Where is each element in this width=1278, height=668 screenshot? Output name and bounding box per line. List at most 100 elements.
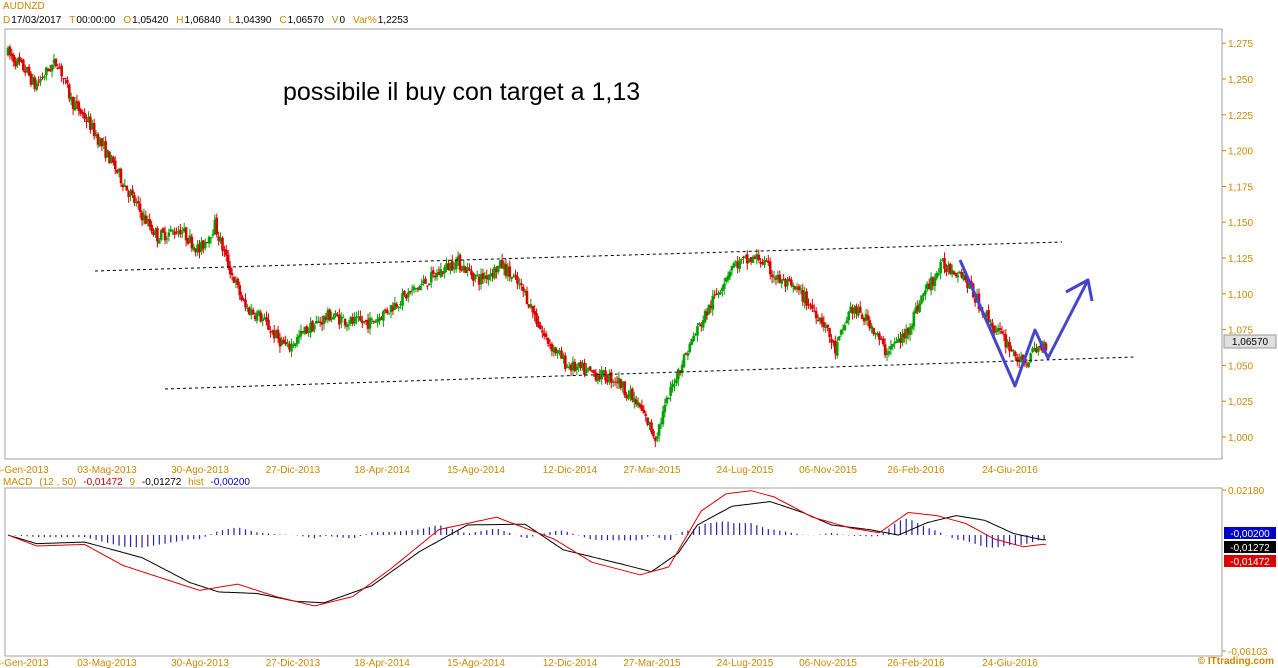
candle-body [690, 339, 694, 345]
candle-body [523, 290, 527, 293]
candle-body [711, 296, 715, 310]
candle-body [847, 311, 851, 321]
macd-signal-line [7, 501, 1046, 604]
candle-body [251, 309, 255, 315]
candle-body [669, 386, 672, 396]
candle-body [83, 113, 86, 120]
candle-body [818, 317, 822, 322]
candle-body [324, 317, 328, 320]
candle-body [211, 234, 215, 236]
candle-body [973, 298, 977, 303]
candle-body [881, 338, 885, 344]
candle-body [336, 314, 339, 316]
candle-body [110, 155, 113, 163]
candle-body [179, 229, 182, 235]
candle-body [225, 250, 228, 256]
ohlc-value: 17/03/2017 [11, 15, 62, 26]
candle-body [701, 320, 705, 328]
candle-body [290, 343, 293, 352]
candle-body [307, 330, 310, 333]
candle-body [730, 265, 734, 271]
candle-body [270, 331, 274, 333]
macd-tag-signal: -0,01272 [1230, 543, 1270, 554]
candle-body [35, 83, 39, 90]
candle-body [1004, 334, 1008, 348]
candle-body [667, 397, 671, 400]
candle-body [399, 304, 402, 306]
candle-body [479, 274, 483, 284]
candle-body [533, 310, 536, 315]
candle-body [385, 310, 389, 313]
candle-body [288, 343, 291, 350]
candle-body [215, 217, 219, 235]
candle-body [64, 77, 67, 79]
candle-body [364, 319, 368, 322]
candle-body [571, 361, 575, 370]
ohlc-value: 00:00:00 [76, 15, 116, 26]
candle-body [759, 261, 762, 264]
candle-body [156, 228, 159, 242]
candle-body [585, 368, 588, 373]
candle-body [989, 320, 992, 322]
candle-body [150, 224, 153, 232]
candle-body [966, 279, 969, 288]
candle-body [75, 101, 79, 103]
candle-body [1019, 356, 1023, 362]
candle-body [180, 232, 184, 234]
candle-body [1035, 348, 1038, 353]
candle-body [355, 316, 358, 319]
candle-body [866, 315, 870, 321]
candle-body [236, 278, 240, 285]
candle-body [232, 277, 236, 283]
candle-body [483, 275, 487, 279]
candle-body [937, 273, 941, 275]
candle-body [929, 277, 933, 291]
candle-body [885, 353, 889, 356]
ohlc-key: T [69, 15, 76, 26]
candle-body [186, 238, 190, 244]
candle-body [261, 319, 265, 322]
candle-body [267, 319, 270, 330]
candle-body [606, 379, 609, 383]
candle-body [426, 285, 429, 287]
candle-body [948, 263, 952, 274]
candle-body [468, 269, 471, 271]
ohlc-value: 1,2253 [377, 15, 409, 26]
chart-annotation: possibile il buy con target a 1,13 [283, 78, 640, 106]
candle-body [286, 342, 289, 344]
date-tick-label: 18-Apr-2014 [354, 658, 410, 668]
candle-body [600, 370, 603, 380]
candle-body [832, 340, 835, 343]
candle-body [935, 273, 939, 279]
candle-body [163, 231, 167, 241]
candle-body [127, 191, 130, 197]
candle-body [1037, 346, 1040, 352]
candle-body [119, 168, 123, 184]
candle-body [414, 288, 418, 290]
candle-body [6, 47, 10, 56]
candle-body [950, 269, 954, 275]
candle-body [770, 274, 774, 277]
candle-body [816, 320, 820, 322]
date-tick-label: 27-Dic-2013 [266, 465, 321, 476]
candle-body [339, 316, 343, 323]
candle-body [106, 149, 109, 157]
candle-body [554, 347, 558, 354]
ohlc-key: O [123, 15, 132, 26]
candle-body [991, 322, 994, 328]
candle-body [673, 384, 676, 386]
ohlc-key: D [3, 15, 11, 26]
candle-body [927, 283, 931, 290]
candle-body [619, 379, 623, 389]
candle-body [383, 309, 387, 311]
candle-body [862, 317, 866, 322]
candle-body [939, 261, 942, 274]
candle-body [636, 402, 640, 406]
candle-body [240, 295, 243, 301]
date-tick-label: 26-Feb-2016 [887, 465, 945, 476]
candle-body [657, 424, 661, 436]
candle-body [472, 273, 475, 281]
ohlc-item: D17/03/2017 [3, 15, 65, 26]
candle-body [144, 215, 148, 224]
